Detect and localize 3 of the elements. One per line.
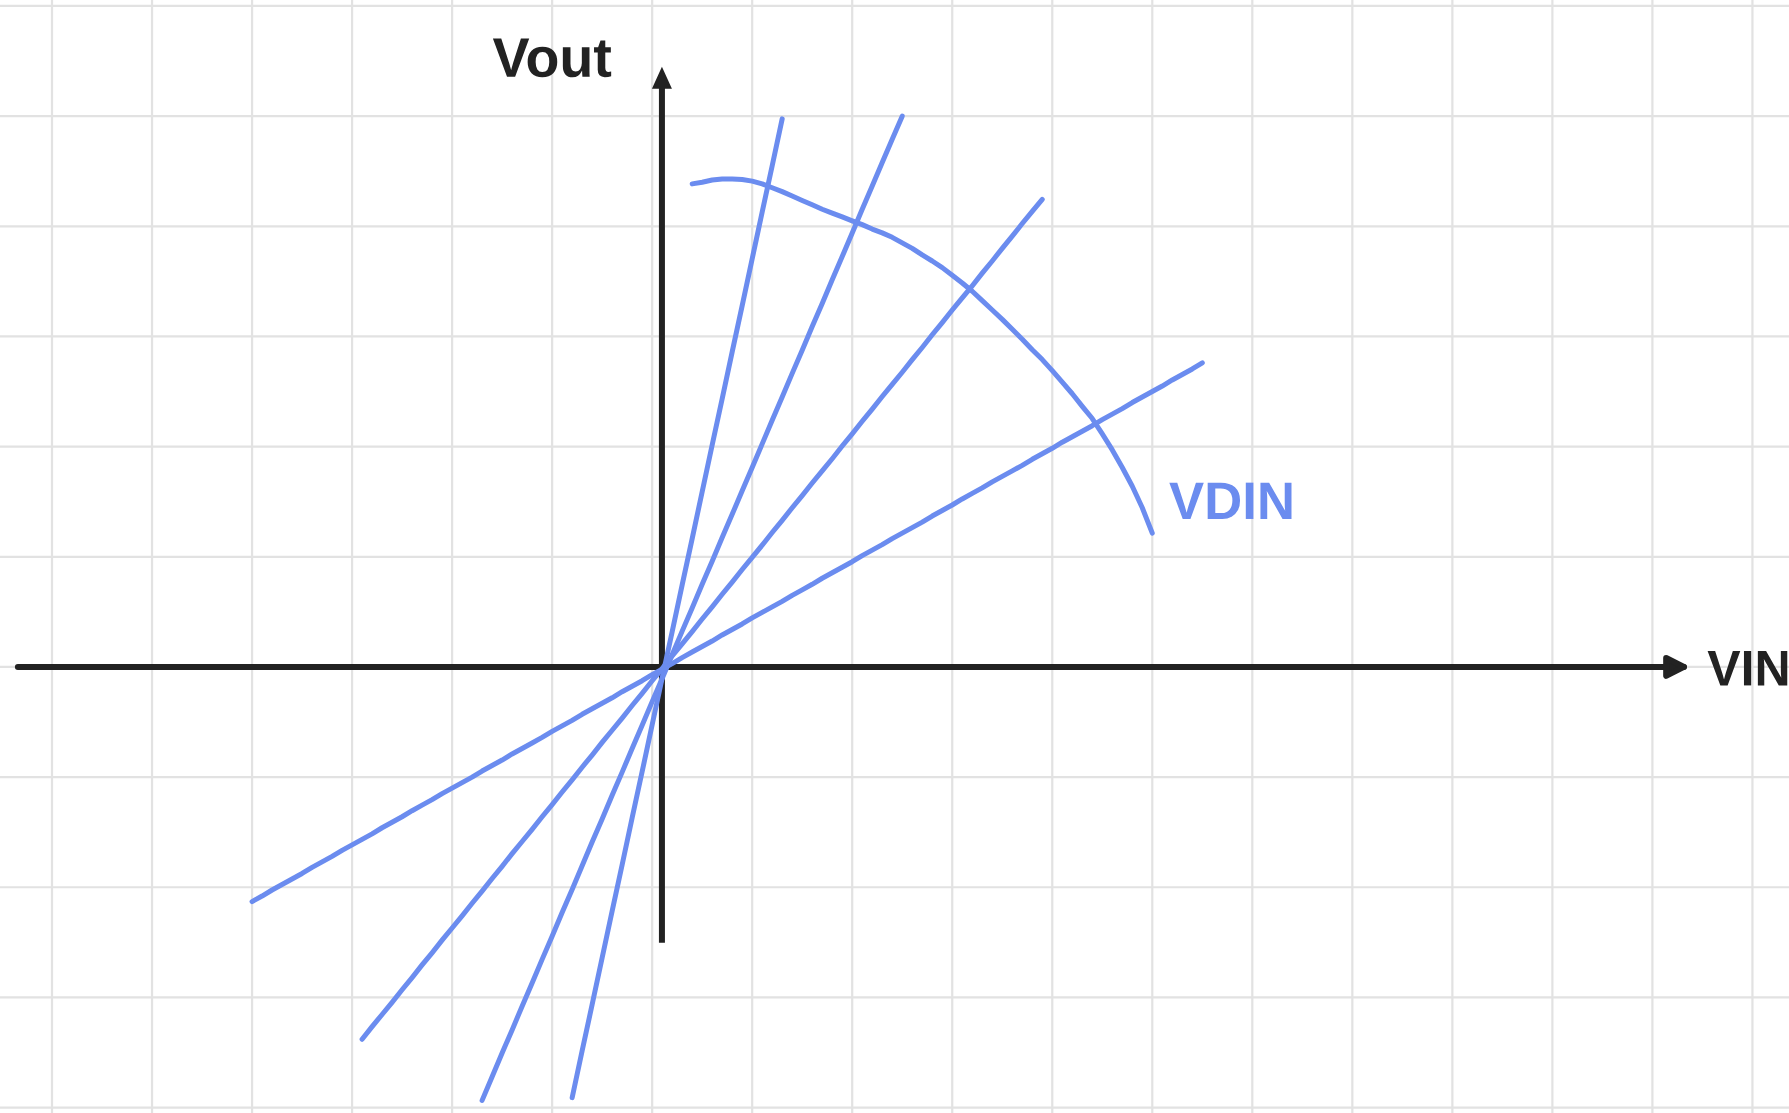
text: VIN [1707,651,1788,686]
y-axis-title: Vout [492,38,612,78]
series-label: VDIN [1169,482,1292,519]
